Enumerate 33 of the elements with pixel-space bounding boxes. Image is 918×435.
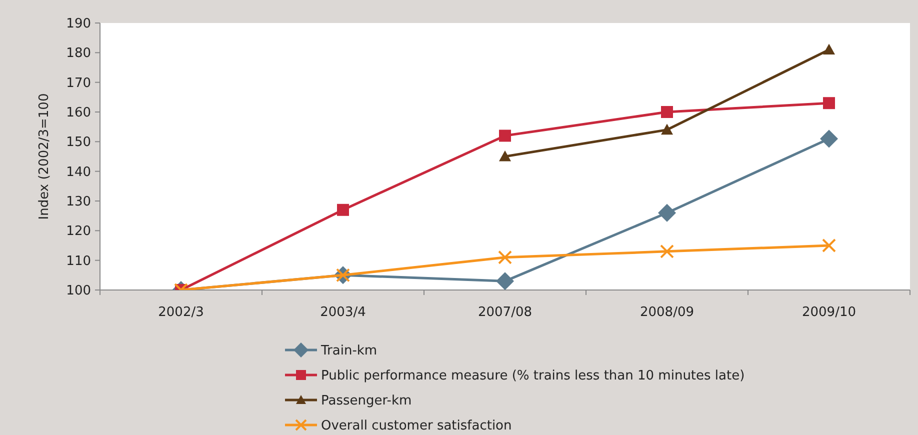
- legend-label: Public performance measure (% trains less than 10 minutes late): [321, 368, 745, 384]
- x-tick-label: 2009/10: [802, 305, 856, 320]
- y-tick-label: 130: [66, 194, 91, 210]
- legend-label: Train-km: [320, 344, 378, 359]
- y-tick-label: 180: [66, 46, 91, 62]
- point: [658, 204, 676, 222]
- y-tick-label: 150: [66, 135, 91, 150]
- y-tick-label: 170: [66, 76, 91, 91]
- point: [660, 244, 674, 258]
- point: [337, 204, 349, 216]
- point: [822, 238, 836, 252]
- legend-label: Passenger-km: [321, 394, 412, 409]
- x-tick-label: 2002/3: [158, 305, 204, 320]
- x-tick-label: 2007/08: [478, 305, 532, 320]
- y-tick-label: 160: [66, 106, 91, 121]
- y-axis-title: Index (2002/3=100: [37, 93, 52, 220]
- y-tick-label: 110: [66, 254, 91, 269]
- y-tick-label: 120: [66, 224, 91, 240]
- point: [499, 130, 511, 142]
- point: [499, 150, 511, 162]
- y-tick-label: 100: [66, 284, 91, 299]
- y-tick-label: 190: [66, 16, 91, 32]
- x-tick-label: 2003/4: [320, 305, 366, 320]
- y-tick-label: 140: [66, 164, 91, 180]
- point: [823, 97, 835, 110]
- point: [661, 124, 673, 135]
- point: [496, 272, 514, 290]
- point: [820, 130, 838, 148]
- x-tick-label: 2008/09: [640, 305, 694, 320]
- point: [823, 44, 835, 54]
- legend-label: Overall customer satisfaction: [321, 418, 512, 434]
- point: [661, 106, 673, 118]
- point: [498, 250, 512, 264]
